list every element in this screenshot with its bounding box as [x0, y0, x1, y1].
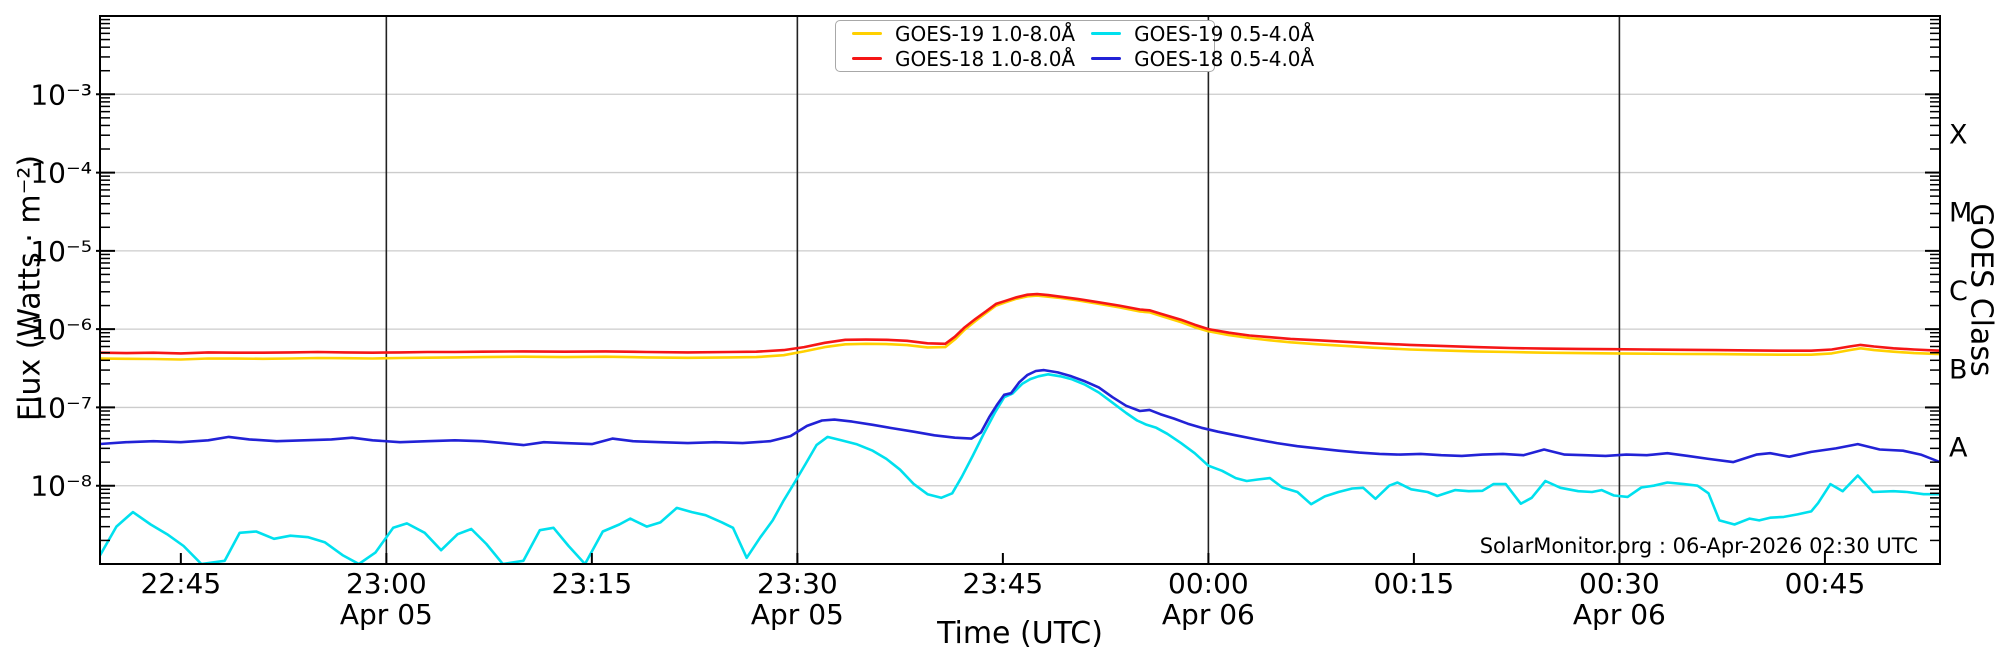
legend-line-swatch-goes-19-long: [852, 32, 882, 35]
x-tick-label: 23:15: [552, 567, 633, 600]
date-boundary-lines: [385, 16, 1621, 564]
right-axis-title: GOES Class: [1963, 203, 1999, 377]
legend-line-swatch-goes-19-short: [1091, 32, 1122, 35]
plot-border: [99, 15, 1941, 565]
legend-entry-goes-18-long: GOES-18 1.0-8.0Å: [836, 47, 1075, 71]
series-goes-19-short: [100, 373, 1940, 564]
x-tick-date-label: Apr 06: [1162, 598, 1255, 631]
goes-class-label: B: [1949, 354, 1968, 385]
legend-line-swatch-goes-18-long: [852, 57, 882, 60]
y-tick-label: 10⁻⁴: [30, 157, 92, 190]
goes-class-label: C: [1949, 276, 1968, 307]
x-tick-date-label: Apr 06: [1573, 598, 1666, 631]
goes-class-label: M: [1949, 198, 1972, 229]
x-tick-date-label: Apr 05: [751, 598, 844, 631]
series-goes-18-long: [100, 292, 1940, 355]
legend-entry-goes-19-long: GOES-19 1.0-8.0Å: [836, 22, 1075, 46]
series-goes-19-long: [100, 294, 1940, 361]
x-tick-label: 23:45: [963, 567, 1044, 600]
data-series: [100, 292, 1940, 564]
y-axis-title: Flux (Watts · m⁻²): [12, 154, 48, 422]
solarmonitor-credit: SolarMonitor.org : 06-Apr-2026 02:30 UTC: [1479, 534, 1918, 558]
goes-class-label: X: [1949, 119, 1968, 150]
x-tick-label: 00:00: [1168, 567, 1249, 600]
axis-ticks: [96, 18, 1940, 564]
legend-entry-goes-18-short: GOES-18 0.5-4.0Å: [1075, 47, 1314, 71]
x-tick-label: 23:00: [346, 567, 427, 600]
plot-frame: [99, 15, 1941, 565]
x-tick-label: 22:45: [140, 567, 221, 600]
legend-entry-goes-19-short: GOES-19 0.5-4.0Å: [1075, 22, 1314, 46]
y-tick-label: 10⁻⁷: [30, 391, 92, 424]
legend-label: GOES-19 0.5-4.0Å: [1134, 21, 1315, 46]
x-tick-label: 00:15: [1374, 567, 1455, 600]
x-axis-title: Time (UTC): [937, 616, 1103, 651]
y-tick-label: 10⁻⁵: [30, 235, 92, 268]
series-goes-18-short: [100, 368, 1940, 464]
x-tick-date-label: Apr 05: [340, 598, 433, 631]
legend: GOES-19 1.0-8.0Å GOES-19 0.5-4.0Å GOES-18 …: [835, 20, 1314, 72]
x-tick-label: 23:30: [757, 567, 838, 600]
gridlines: [100, 93, 1940, 487]
legend-label: GOES-19 1.0-8.0Å: [895, 21, 1076, 46]
goes-class-label: A: [1949, 433, 1968, 464]
x-tick-label: 00:30: [1579, 567, 1660, 600]
y-tick-label: 10⁻³: [30, 78, 92, 111]
y-tick-label: 10⁻⁶: [30, 313, 92, 346]
legend-label: GOES-18 0.5-4.0Å: [1134, 46, 1315, 71]
y-tick-label: 10⁻⁸: [30, 470, 92, 503]
legend-line-swatch-goes-18-short: [1091, 57, 1122, 60]
x-tick-label: 00:45: [1785, 567, 1866, 600]
legend-label: GOES-18 1.0-8.0Å: [895, 46, 1076, 71]
